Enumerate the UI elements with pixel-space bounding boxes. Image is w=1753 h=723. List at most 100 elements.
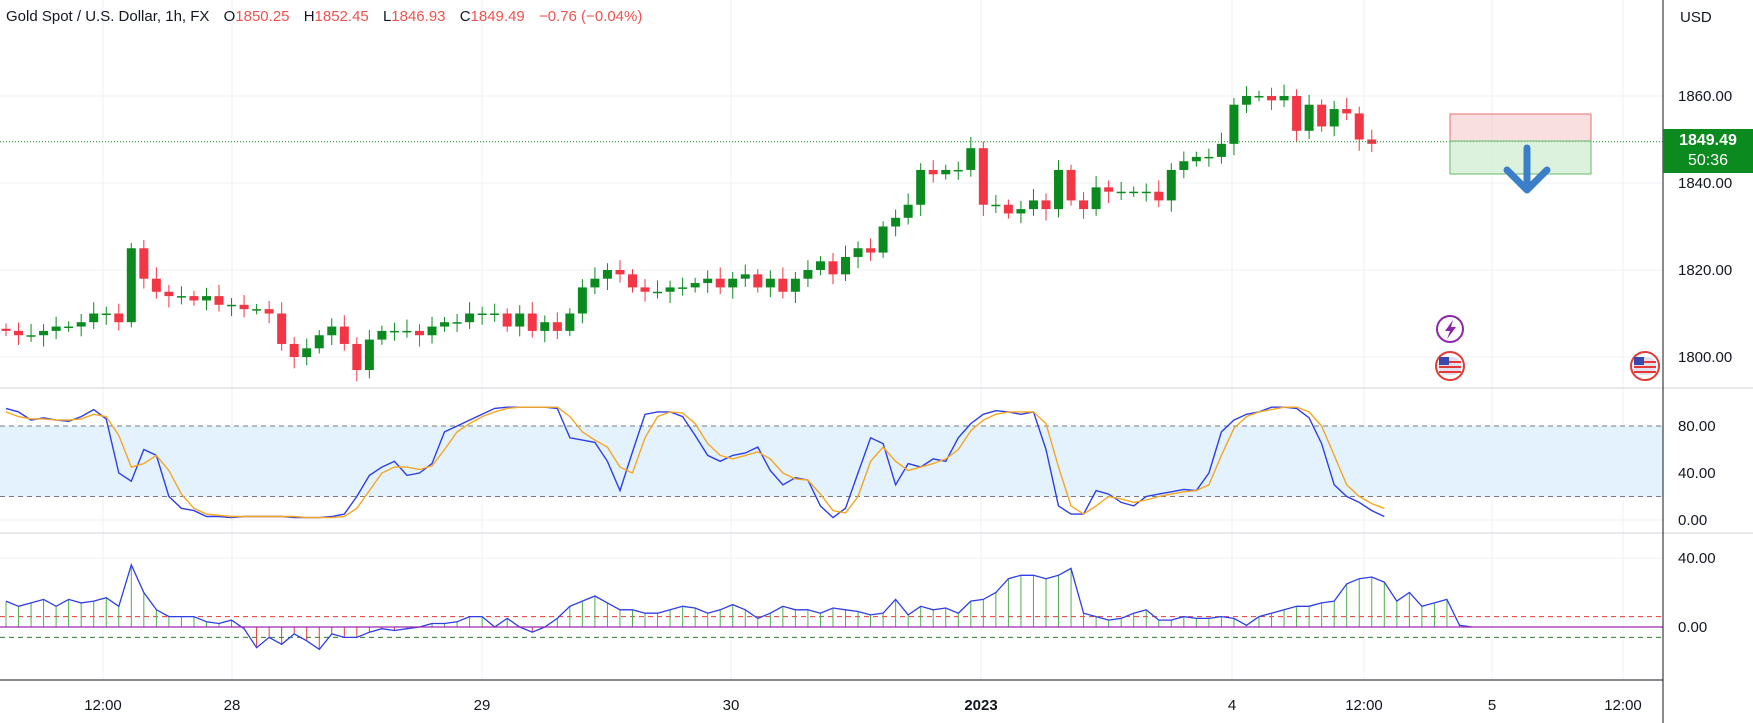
time-tick-label: 28	[224, 697, 241, 714]
stoch-d-line	[5, 406, 1385, 519]
candle-body	[628, 274, 637, 288]
candle-body	[76, 322, 86, 327]
candle-body	[1154, 191, 1164, 201]
candle-body	[1216, 143, 1226, 157]
candle-body	[602, 270, 612, 279]
candle-body	[176, 296, 186, 298]
candle-body	[252, 309, 262, 311]
candle-body	[402, 330, 412, 333]
candle-body	[339, 326, 349, 344]
candle-body	[803, 270, 813, 279]
price-candles	[0, 84, 1663, 382]
candle-body	[1279, 96, 1289, 101]
candle-body	[1342, 109, 1352, 114]
momentum-histogram	[0, 563, 1663, 651]
candle-body	[1179, 161, 1189, 170]
candle-body	[640, 287, 650, 292]
candle-body	[477, 313, 487, 315]
candle-body	[740, 274, 750, 279]
candle-body	[790, 278, 800, 292]
candle-body	[1091, 187, 1101, 210]
candle-body	[51, 326, 61, 331]
high-label: H	[303, 8, 315, 25]
price-tick-label: 1800.00	[1678, 349, 1732, 366]
change-value: −0.76 (−0.04%)	[538, 8, 643, 25]
candle-body	[1066, 169, 1076, 201]
currency-label: USD	[1680, 9, 1712, 26]
bar-countdown: 50:36	[1687, 152, 1729, 169]
down-arrow-icon	[1503, 144, 1551, 194]
candle-body	[264, 309, 274, 314]
candle-body	[978, 148, 988, 205]
close-value: 1849.49	[470, 8, 525, 25]
candle-body	[314, 335, 324, 349]
candle-body	[1267, 96, 1277, 101]
candle-body	[239, 304, 249, 310]
candle-body	[678, 287, 688, 289]
us-flag-icon[interactable]	[1630, 351, 1660, 381]
candle-body	[928, 169, 938, 175]
candle-body	[64, 326, 74, 329]
time-tick-label: 4	[1228, 697, 1236, 714]
momentum-line	[5, 563, 1473, 651]
candle-body	[1104, 187, 1114, 192]
stoch-k-line	[5, 406, 1385, 519]
target-zone	[1449, 140, 1592, 175]
short-position-tool[interactable]	[1449, 113, 1592, 175]
candle-body	[728, 278, 738, 288]
stochastic-lines	[5, 406, 1385, 519]
stoch-tick-label: 40.00	[1678, 465, 1716, 482]
candle-body	[565, 313, 575, 331]
candle-body	[364, 339, 374, 371]
candle-body	[527, 313, 537, 331]
candle-body	[1141, 191, 1151, 194]
candle-body	[164, 291, 174, 297]
candle-body	[101, 313, 111, 315]
candle-body	[690, 283, 700, 288]
candle-body	[389, 330, 399, 333]
candle-body	[1329, 109, 1339, 127]
candle-body	[490, 313, 500, 315]
candle-body	[502, 313, 512, 327]
candle-body	[1292, 96, 1302, 131]
candle-body	[452, 322, 462, 324]
candle-body	[1054, 169, 1064, 210]
current-price-badge: 1849.49 50:36	[1663, 129, 1753, 173]
us-flag-icon[interactable]	[1435, 351, 1465, 381]
candle-body	[1, 328, 11, 331]
candle-body	[214, 296, 224, 305]
price-tick-label: 1820.00	[1678, 262, 1732, 279]
candle-body	[841, 256, 851, 275]
candle-body	[352, 343, 362, 371]
candle-body	[377, 330, 387, 340]
candle-body	[703, 278, 713, 284]
candle-body	[1079, 200, 1089, 210]
candle-body	[590, 278, 600, 288]
grid-lines	[0, 0, 1663, 680]
open-label: O	[223, 8, 236, 25]
time-tick-label: 2023	[964, 697, 997, 714]
candle-body	[753, 274, 763, 288]
candle-body	[1191, 156, 1201, 162]
candle-body	[615, 270, 625, 275]
candle-body	[916, 169, 926, 205]
time-tick-label: 29	[474, 697, 491, 714]
high-value: 1852.45	[314, 8, 369, 25]
candle-body	[1129, 191, 1139, 194]
candle-body	[866, 248, 876, 253]
candle-body	[828, 261, 838, 275]
time-tick-label: 5	[1488, 697, 1496, 714]
candle-body	[1317, 104, 1327, 127]
candle-body	[1041, 200, 1051, 210]
lightning-icon[interactable]	[1436, 315, 1464, 343]
candle-body	[778, 278, 788, 292]
open-value: 1850.25	[235, 8, 290, 25]
candle-body	[1241, 96, 1251, 105]
momentum-tick-label: 0.00	[1678, 619, 1707, 636]
candle-body	[1354, 113, 1364, 140]
candle-body	[953, 169, 963, 172]
price-tick-label: 1860.00	[1678, 88, 1732, 105]
candle-body	[151, 278, 161, 292]
